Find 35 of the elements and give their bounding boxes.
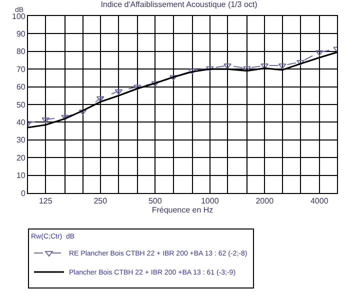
point [278, 64, 286, 70]
x-axis-title: Fréquence en Hz [152, 206, 214, 215]
x-tick-label: 2000 [256, 196, 274, 206]
y-tick-label: 70 [16, 64, 26, 74]
y-tick-label: 30 [16, 136, 26, 145]
y-tick-label: 0 [20, 188, 26, 198]
y-tick-label: 90 [16, 30, 26, 38]
y-tick-label: 50 [16, 100, 26, 110]
point [78, 110, 87, 116]
x-tick-label: 250 [94, 196, 108, 206]
point [169, 75, 178, 81]
point [243, 66, 251, 72]
x-tick-label: 500 [148, 196, 162, 206]
point [134, 84, 142, 90]
point [296, 60, 304, 66]
point [42, 118, 50, 124]
point [260, 64, 269, 70]
x-tick-label: 125 [38, 196, 53, 206]
y-tick-label: 40 [16, 118, 26, 127]
y-tick-label: 100 [12, 12, 26, 21]
point [61, 114, 70, 120]
point [315, 50, 324, 56]
y-tick-label: 10 [16, 171, 26, 180]
y-tick-label: 20 [16, 153, 26, 162]
chart-title: Indice d'Affaiblissement Acoustique (1/3 oct) [100, 0, 258, 10]
y-tick-label: 80 [16, 47, 26, 56]
point [96, 96, 104, 102]
point [188, 68, 196, 74]
x-tick-label: 1000 [200, 196, 220, 206]
y-tick-label: 60 [16, 82, 26, 92]
x-tick-label: 4000 [310, 196, 329, 206]
point [224, 64, 232, 70]
point [114, 89, 123, 95]
point [151, 81, 160, 87]
point [206, 66, 214, 72]
